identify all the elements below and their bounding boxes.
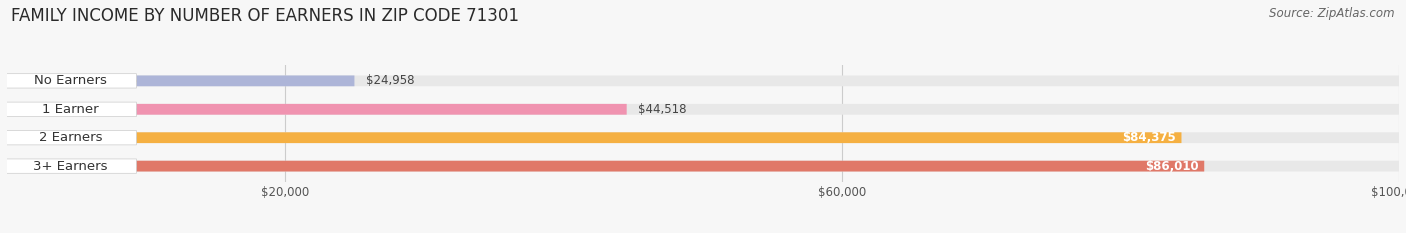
Text: 2 Earners: 2 Earners [38,131,103,144]
Text: Source: ZipAtlas.com: Source: ZipAtlas.com [1270,7,1395,20]
FancyBboxPatch shape [7,132,1399,143]
FancyBboxPatch shape [4,102,136,116]
Text: $44,518: $44,518 [638,103,686,116]
FancyBboxPatch shape [7,75,1399,86]
Text: No Earners: No Earners [34,74,107,87]
FancyBboxPatch shape [7,104,1399,115]
FancyBboxPatch shape [4,74,136,88]
Text: 1 Earner: 1 Earner [42,103,98,116]
FancyBboxPatch shape [7,132,1181,143]
Text: 3+ Earners: 3+ Earners [34,160,108,173]
Text: $86,010: $86,010 [1144,160,1199,173]
FancyBboxPatch shape [7,104,627,115]
FancyBboxPatch shape [7,161,1204,171]
FancyBboxPatch shape [4,130,136,145]
Text: FAMILY INCOME BY NUMBER OF EARNERS IN ZIP CODE 71301: FAMILY INCOME BY NUMBER OF EARNERS IN ZI… [11,7,519,25]
FancyBboxPatch shape [4,159,136,173]
Text: $24,958: $24,958 [366,74,413,87]
FancyBboxPatch shape [7,75,354,86]
Text: $84,375: $84,375 [1122,131,1175,144]
FancyBboxPatch shape [7,161,1399,171]
